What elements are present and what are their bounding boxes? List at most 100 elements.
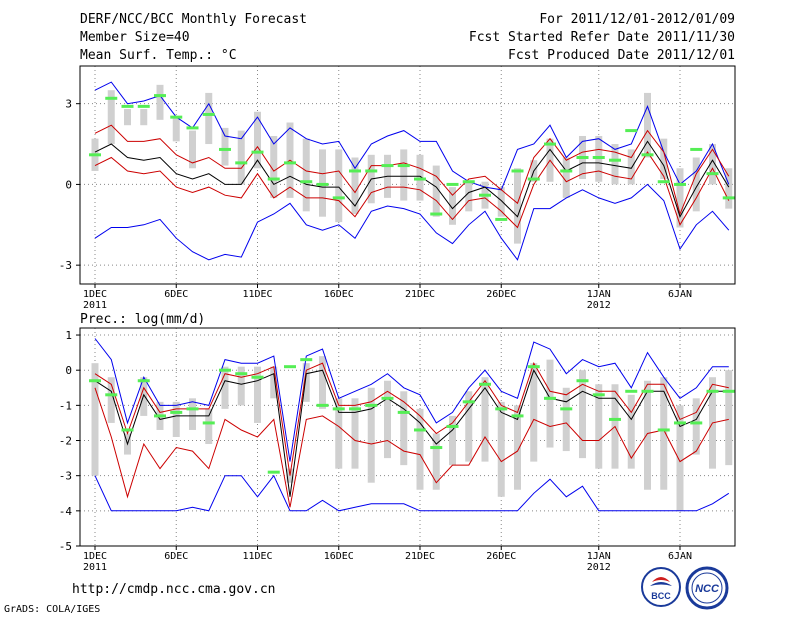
spread-box bbox=[156, 84, 164, 120]
x-tick-label: 1DEC bbox=[83, 551, 107, 562]
spread-box bbox=[335, 398, 343, 469]
y-tick-label: -3 bbox=[59, 470, 72, 483]
plot-frame bbox=[79, 327, 736, 547]
series-line-mean bbox=[94, 140, 730, 218]
series-line-min bbox=[94, 183, 730, 261]
spread-box bbox=[676, 168, 684, 228]
spread-box bbox=[319, 356, 326, 409]
x-tick-year-label: 2011 bbox=[83, 300, 107, 311]
spread-box bbox=[595, 384, 603, 469]
x-tick-label: 11DEC bbox=[242, 289, 272, 300]
series-line-upper bbox=[94, 124, 730, 216]
x-tick-label: 6JAN bbox=[668, 289, 692, 300]
spread-box bbox=[644, 380, 651, 490]
spread-box bbox=[449, 187, 456, 225]
y-tick-label: -1 bbox=[59, 399, 72, 412]
x-tick-label: 6JAN bbox=[668, 551, 692, 562]
grads-credit: GrADS: COLA/IGES bbox=[4, 604, 101, 615]
x-tick-label: 6DEC bbox=[164, 551, 188, 562]
spread-box bbox=[140, 109, 148, 126]
y-tick-label: -3 bbox=[59, 259, 72, 272]
spread-box bbox=[692, 398, 700, 455]
spread-box bbox=[107, 90, 115, 145]
spread-box bbox=[530, 363, 538, 462]
series-line-lower bbox=[94, 387, 729, 508]
x-tick-year-label: 2012 bbox=[587, 562, 611, 573]
spread-box bbox=[189, 130, 196, 169]
ncc-logo-icon: NCC bbox=[685, 566, 729, 610]
ncc-logo-text: NCC bbox=[695, 583, 720, 595]
spread-box bbox=[205, 408, 213, 445]
x-tick-label: 1DEC bbox=[83, 289, 107, 300]
temp-panel-title: Mean Surf. Temp.: °C bbox=[80, 48, 237, 63]
forecast-range-label: For 2011/12/01-2012/01/09 bbox=[539, 12, 735, 27]
spread-box bbox=[254, 366, 261, 423]
spread-box bbox=[546, 359, 554, 448]
fcst-produced-label: Fcst Produced Date 2011/12/01 bbox=[508, 48, 735, 63]
spread-box bbox=[351, 398, 359, 469]
series-line-max bbox=[94, 338, 729, 462]
bcc-logo-text: BCC bbox=[651, 591, 671, 601]
spread-box bbox=[465, 181, 473, 212]
spread-box bbox=[172, 117, 180, 142]
spread-box bbox=[481, 377, 489, 462]
spread-box bbox=[172, 401, 180, 437]
x-tick-label: 1JAN bbox=[587, 289, 611, 300]
spread-box bbox=[497, 187, 505, 217]
y-tick-label: -2 bbox=[59, 435, 72, 448]
spread-box bbox=[124, 109, 131, 126]
spread-box bbox=[465, 391, 473, 462]
spread-box bbox=[709, 144, 716, 185]
spread-box bbox=[189, 398, 196, 430]
spread-box bbox=[335, 149, 343, 223]
spread-box bbox=[237, 130, 245, 185]
spread-box bbox=[140, 377, 148, 416]
x-tick-label: 26DEC bbox=[486, 551, 516, 562]
y-tick-label: 3 bbox=[65, 98, 72, 111]
x-tick-label: 21DEC bbox=[405, 551, 435, 562]
spread-box bbox=[270, 366, 278, 399]
series-line-max bbox=[94, 81, 730, 191]
y-tick-label: -5 bbox=[59, 540, 72, 553]
source-url[interactable]: http://cmdp.ncc.cma.gov.cn bbox=[72, 582, 276, 597]
spread-box bbox=[384, 380, 391, 459]
member-size-label: Member Size=40 bbox=[80, 30, 190, 45]
spread-box bbox=[627, 149, 635, 185]
x-tick-year-label: 2012 bbox=[587, 300, 611, 311]
spread-box bbox=[221, 366, 229, 409]
x-tick-label: 1JAN bbox=[587, 551, 611, 562]
y-tick-label: 0 bbox=[65, 364, 72, 377]
spread-box bbox=[449, 415, 456, 466]
fcst-started-label: Fcst Started Refer Date 2011/11/30 bbox=[468, 30, 735, 45]
y-tick-label: -4 bbox=[59, 505, 73, 518]
spread-box bbox=[91, 363, 99, 476]
spread-box bbox=[432, 433, 440, 490]
x-tick-label: 21DEC bbox=[405, 289, 435, 300]
spread-box bbox=[514, 405, 521, 490]
spread-box bbox=[270, 135, 278, 198]
spread-box bbox=[514, 168, 521, 244]
spread-box bbox=[692, 157, 700, 212]
spread-box bbox=[221, 127, 229, 166]
spread-box bbox=[562, 157, 570, 198]
spread-box bbox=[644, 92, 651, 158]
spread-box bbox=[254, 111, 261, 169]
spread-box bbox=[627, 394, 635, 469]
chart-title: DERF/NCC/BCC Monthly Forecast bbox=[80, 12, 307, 27]
x-tick-label: 6DEC bbox=[164, 289, 188, 300]
spread-box bbox=[676, 405, 684, 511]
x-tick-label: 26DEC bbox=[486, 289, 516, 300]
bcc-logo-icon: BCC bbox=[641, 567, 681, 607]
x-tick-year-label: 2011 bbox=[83, 562, 107, 573]
spread-box bbox=[725, 168, 733, 209]
series-line-upper bbox=[94, 361, 729, 476]
spread-box bbox=[400, 149, 408, 201]
spread-box bbox=[416, 408, 424, 490]
spread-box bbox=[302, 138, 310, 212]
spread-box bbox=[660, 138, 668, 180]
series-line-min bbox=[94, 474, 730, 512]
prec-panel-title: Prec.: log(mm/d) bbox=[80, 312, 206, 327]
